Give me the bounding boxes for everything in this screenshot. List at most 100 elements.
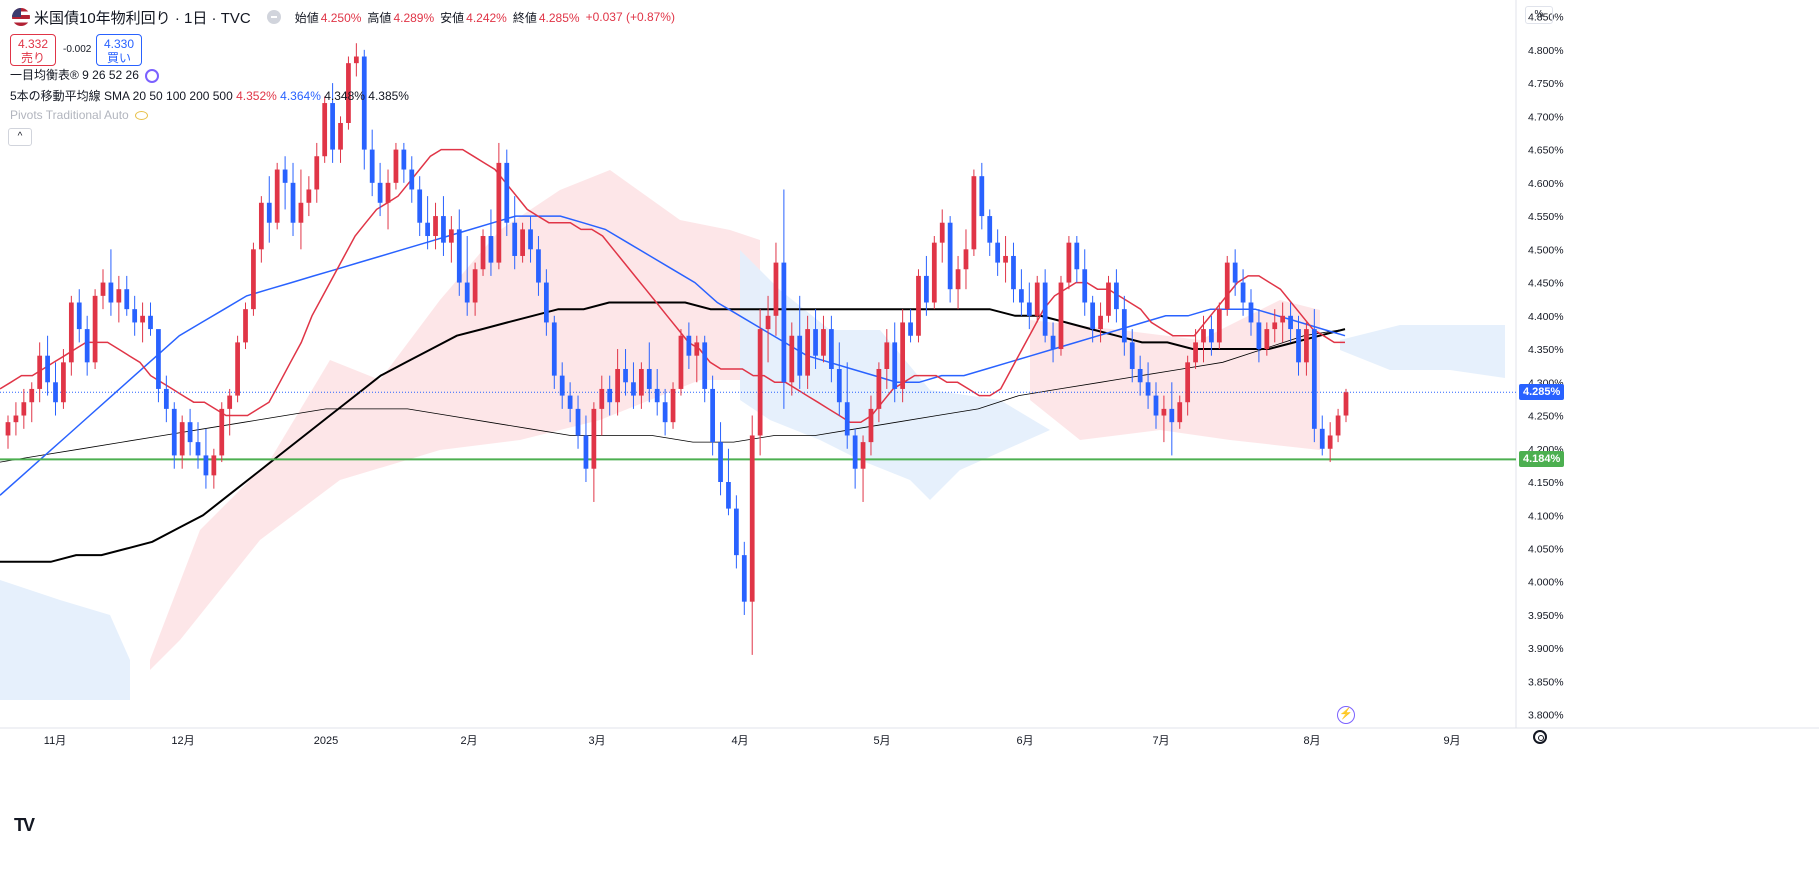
candle-body — [322, 103, 328, 157]
candle-body — [464, 282, 470, 303]
candle-body — [1311, 329, 1317, 429]
y-tick-label: 4.400% — [1528, 311, 1564, 323]
candle-body — [1058, 282, 1064, 350]
candle-body — [1042, 282, 1048, 336]
candle-body — [1169, 408, 1175, 423]
candle-body — [298, 202, 304, 223]
y-tick-label: 4.700% — [1528, 111, 1564, 123]
candle-body — [884, 342, 890, 369]
candle-body — [100, 282, 106, 296]
candle-body — [61, 362, 66, 403]
candle-body — [1011, 255, 1016, 290]
chart-header: 米国債10年物利回り · 1日 · TVC 始値 4.250% 高値 4.289% … — [0, 0, 675, 34]
candle-body — [1327, 435, 1333, 449]
candle-body — [1161, 408, 1167, 416]
candle-body — [1082, 269, 1088, 303]
candle-body — [623, 368, 628, 383]
candle-body — [710, 388, 716, 443]
kumo-bear-cloud-3 — [1340, 325, 1505, 378]
candle-body — [116, 289, 122, 303]
candle-body — [187, 422, 193, 443]
candle-body — [1343, 392, 1349, 416]
candle-body — [1319, 428, 1325, 449]
candle-body — [662, 402, 668, 423]
bolt-icon[interactable]: ⚡ — [1337, 706, 1355, 724]
sell-button[interactable]: 4.332 売り — [10, 34, 56, 66]
candle-body — [13, 415, 19, 423]
symbol-title[interactable]: 米国債10年物利回り · 1日 · TVC — [34, 9, 251, 27]
candle-body — [678, 335, 684, 389]
axis-unit-button[interactable]: % — [1525, 6, 1553, 24]
candle-body — [575, 408, 581, 436]
sell-label: 売り — [20, 51, 45, 65]
candle-body — [488, 236, 494, 263]
y-tick-label: 4.800% — [1528, 45, 1564, 57]
candle-body — [931, 242, 937, 303]
candle-body — [5, 422, 11, 436]
candle-body — [1264, 329, 1270, 350]
tradingview-logo[interactable]: TV — [14, 815, 35, 835]
candle-body — [654, 388, 660, 403]
candle-body — [939, 222, 945, 243]
us-flag-icon — [12, 8, 30, 26]
sma-label: 5本の移動平均線 SMA 20 50 100 200 500 — [10, 89, 233, 103]
indicator-ichimoku[interactable]: 一目均衡表® 9 26 52 26 — [10, 66, 159, 83]
candle-body — [504, 162, 510, 223]
candle-body — [1090, 302, 1096, 330]
candle-body — [346, 63, 351, 123]
candle-body — [749, 435, 755, 602]
candle-body — [536, 249, 541, 283]
candle-body — [472, 269, 478, 303]
y-tick-label: 4.650% — [1528, 145, 1564, 157]
eye-hidden-icon[interactable] — [134, 111, 148, 121]
collapse-legend-button[interactable]: ^ — [8, 128, 32, 146]
candle-body — [631, 382, 636, 396]
sma500-value: 4.385% — [368, 89, 409, 103]
candle-body — [718, 442, 723, 483]
candle-body — [1114, 282, 1119, 310]
buy-label: 買い — [106, 51, 131, 65]
candle-body — [219, 408, 225, 456]
x-tick-label: 12月 — [171, 735, 194, 747]
candle-body — [448, 229, 454, 243]
candle-body — [156, 329, 161, 389]
candle-body — [274, 169, 280, 223]
x-tick-label: 2月 — [460, 735, 477, 747]
candle-body — [441, 216, 446, 243]
candle-body — [456, 229, 462, 283]
candle-body — [971, 176, 977, 250]
candle-body — [314, 156, 320, 190]
candle-body — [306, 189, 312, 203]
candle-body — [76, 302, 82, 330]
candle-body — [369, 149, 375, 183]
y-tick-label: 4.450% — [1528, 278, 1564, 290]
indicator-sma[interactable]: 5本の移動平均線 SMA 20 50 100 200 500 4.352% 4.… — [10, 87, 409, 104]
candle-body — [84, 329, 90, 363]
candle-body — [1280, 315, 1286, 323]
candle-body — [1193, 342, 1198, 363]
candle-body — [124, 289, 130, 310]
candle-body — [908, 322, 913, 336]
candle-body — [987, 216, 993, 243]
candle-body — [496, 162, 502, 263]
x-tick-label: 9月 — [1443, 735, 1460, 747]
candle-body — [1121, 309, 1127, 343]
candle-body — [37, 355, 43, 389]
candle-body — [235, 342, 240, 396]
gear-icon[interactable] — [1533, 730, 1547, 744]
candle-body — [1256, 322, 1262, 350]
candle-body — [377, 182, 383, 203]
pivot-price-label: 4.184% — [1519, 451, 1565, 468]
sma20-value: 4.352% — [236, 89, 277, 103]
buy-button[interactable]: 4.330 買い — [96, 34, 142, 66]
x-tick-label: 4月 — [731, 735, 748, 747]
refresh-icon[interactable] — [144, 68, 159, 83]
candle-body — [243, 309, 248, 343]
low-value: 安値 4.242% — [440, 10, 507, 25]
candle-body — [1272, 322, 1278, 330]
indicator-pivots[interactable]: Pivots Traditional Auto — [10, 108, 148, 122]
hide-legend-button[interactable] — [266, 10, 281, 24]
sma50-value: 4.364% — [280, 89, 321, 103]
candle-body — [401, 149, 407, 170]
